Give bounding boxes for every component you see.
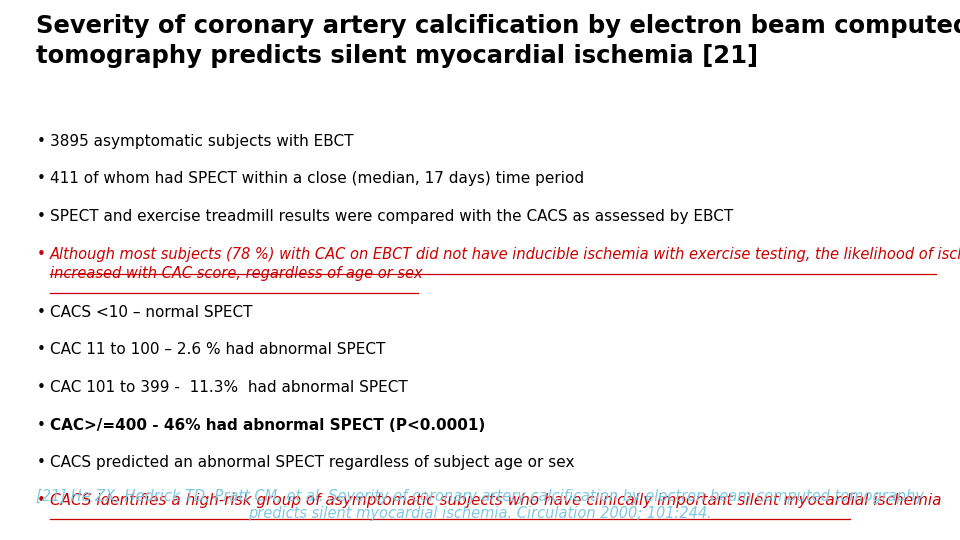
Text: CAC 101 to 399 -  11.3%  had abnormal SPECT: CAC 101 to 399 - 11.3% had abnormal SPEC… — [50, 380, 408, 395]
Text: •: • — [36, 172, 45, 186]
Text: Although most subjects (78 %) with CAC on EBCT did not have inducible ischemia w: Although most subjects (78 %) with CAC o… — [50, 247, 960, 262]
Text: •: • — [36, 493, 45, 508]
Text: Severity of coronary artery calcification by electron beam computed
tomography p: Severity of coronary artery calcificatio… — [36, 14, 960, 68]
Text: •: • — [36, 209, 45, 224]
Text: 411 of whom had SPECT within a close (median, 17 days) time period: 411 of whom had SPECT within a close (me… — [50, 172, 584, 186]
Text: •: • — [36, 305, 45, 320]
Text: •: • — [36, 342, 45, 357]
Text: 3895 asymptomatic subjects with EBCT: 3895 asymptomatic subjects with EBCT — [50, 134, 353, 149]
Text: •: • — [36, 455, 45, 470]
Text: CACS <10 – normal SPECT: CACS <10 – normal SPECT — [50, 305, 252, 320]
Text: •: • — [36, 417, 45, 433]
Text: increased with CAC score, regardless of age or sex: increased with CAC score, regardless of … — [50, 266, 422, 281]
Text: [21] He ZX, Hedrick TD, Pratt CM, et al. Severity of coronary artery calcificati: [21] He ZX, Hedrick TD, Pratt CM, et al.… — [36, 489, 924, 521]
Text: •: • — [36, 380, 45, 395]
Text: SPECT and exercise treadmill results were compared with the CACS as assessed by : SPECT and exercise treadmill results wer… — [50, 209, 733, 224]
Text: CACS predicted an abnormal SPECT regardless of subject age or sex: CACS predicted an abnormal SPECT regardl… — [50, 455, 574, 470]
Text: •: • — [36, 134, 45, 149]
Text: CAC>/=400 - 46% had abnormal SPECT (P<0.0001): CAC>/=400 - 46% had abnormal SPECT (P<0.… — [50, 417, 485, 433]
Text: CACS identifies a high-risk group of asymptomatic subjects who have clinically i: CACS identifies a high-risk group of asy… — [50, 493, 942, 508]
Text: CAC 11 to 100 – 2.6 % had abnormal SPECT: CAC 11 to 100 – 2.6 % had abnormal SPECT — [50, 342, 385, 357]
Text: •: • — [36, 247, 45, 262]
